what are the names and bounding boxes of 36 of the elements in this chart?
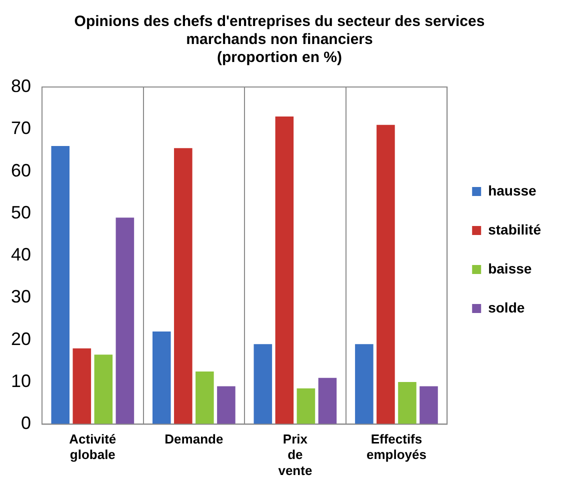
bar [318,378,337,424]
bar [72,348,92,424]
x-tick-label: Prix de vente [278,432,312,478]
y-tick-label: 30 [10,286,32,307]
y-tick-label: 20 [10,328,32,349]
y-tick-label: 10 [10,371,32,392]
bar [116,218,134,424]
bar [94,354,113,424]
bar [398,382,416,424]
bar [174,148,192,424]
y-tick-label: 50 [10,202,32,222]
bar [355,344,374,424]
x-tick-label: Demande [164,432,224,447]
x-tick-label: Activité globale [69,432,116,462]
legend-label: solde [488,299,525,316]
bar [254,344,272,424]
y-tick-label: 40 [10,244,32,265]
bar [217,386,236,424]
x-tick-label: Effectifs employés [366,432,426,462]
bar [376,124,395,424]
y-tick-label: 70 [10,118,32,138]
text: marchands non financiers [186,31,373,48]
bar [51,146,70,424]
bar [296,388,316,424]
y-tick-label: 0 [21,413,32,434]
legend-label: hausse [488,182,537,198]
y-tick-label: 60 [10,160,32,180]
bar [196,372,214,424]
bar [152,331,171,424]
legend-label: stabilité [488,221,542,238]
bar [275,116,294,424]
legend-label: baisse [488,260,532,276]
text: Opinions des chefs d'entreprises du secteur des services [74,13,485,30]
text: (proportion en %) [217,49,342,66]
y-tick-label: 80 [10,76,32,96]
bar [420,386,438,424]
